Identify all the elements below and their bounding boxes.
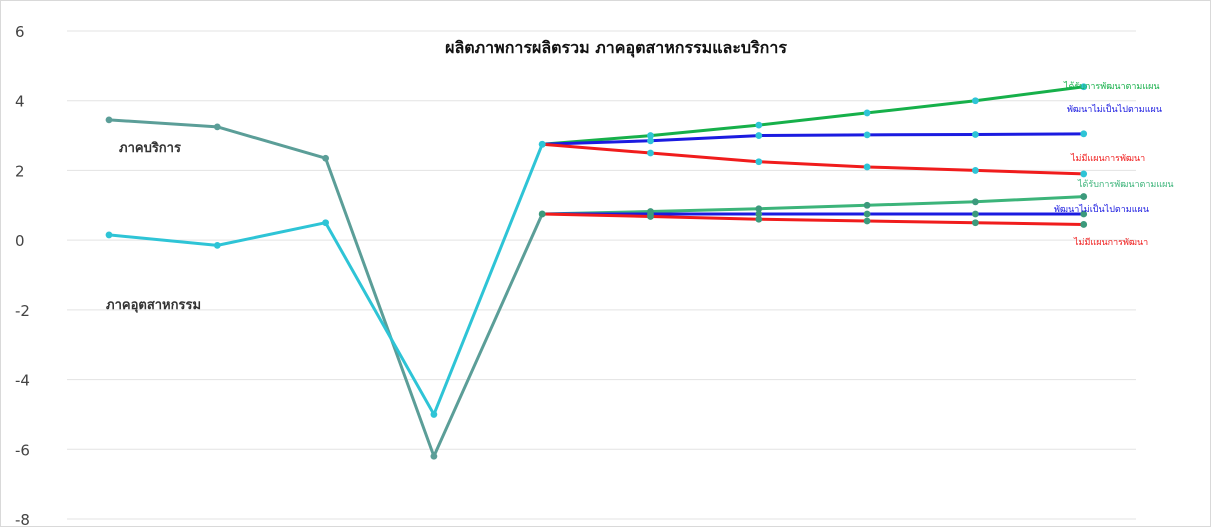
data-point-6-3 <box>863 210 871 218</box>
data-point-1-2 <box>322 219 329 227</box>
y-tick-label-6: -6 <box>15 441 30 459</box>
series-line-7 <box>542 212 1084 226</box>
data-point-3-5 <box>1080 130 1088 138</box>
series-end-labels: ได้รับการพัฒนาตามแผนพัฒนาไม่เป็นไปตามแผน… <box>1054 81 1174 248</box>
data-point-4-3 <box>863 163 871 171</box>
series-line-4 <box>542 142 1084 176</box>
series-markers <box>105 83 1088 460</box>
series-label-6: พัฒนาไม่เป็นไปตามแผน <box>1054 202 1149 215</box>
data-point-0-1 <box>213 123 221 131</box>
y-tick-label-1: 4 <box>15 93 25 111</box>
gridlines <box>67 30 1136 520</box>
y-tick-label-4: -2 <box>15 302 30 320</box>
data-point-4-4 <box>972 167 979 174</box>
series-label-3: พัฒนาไม่เป็นไปตามแผน <box>1067 102 1162 115</box>
data-point-3-3 <box>863 131 871 139</box>
y-tick-label-7: -8 <box>15 511 30 526</box>
series-line-3 <box>542 132 1084 146</box>
series-label-7: ไม่มีแผนการพัฒนา <box>1073 237 1148 248</box>
data-point-6-5 <box>1080 210 1088 218</box>
series-label-5: ได้รับการพัฒนาตามแผน <box>1077 179 1174 190</box>
data-point-7-3 <box>863 217 871 225</box>
data-point-industry-start <box>538 210 546 218</box>
data-point-2-1 <box>647 132 654 139</box>
series-line-2 <box>542 85 1084 146</box>
data-point-2-3 <box>863 109 871 117</box>
data-point-3-2 <box>755 132 763 139</box>
data-point-2-4 <box>972 97 979 105</box>
y-tick-label-0: 6 <box>15 23 25 41</box>
data-point-3-4 <box>972 131 979 138</box>
data-point-6-2 <box>755 210 763 218</box>
y-tick-label-5: -4 <box>15 372 30 390</box>
data-point-5-5 <box>1080 193 1088 200</box>
data-point-1-3 <box>430 411 438 418</box>
data-point-services-start <box>538 140 546 148</box>
annotation-industry: ภาคอุตสาหกรรม <box>106 298 201 313</box>
data-point-4-1 <box>647 149 654 157</box>
data-point-5-4 <box>972 198 979 206</box>
series-line-5 <box>542 195 1084 216</box>
series-label-2: ได้รับการพัฒนาตามแผน <box>1063 81 1160 92</box>
data-point-0-0 <box>105 116 113 124</box>
series-lines <box>108 85 1084 458</box>
data-point-1-0 <box>105 231 113 239</box>
annotation-services: ภาคบริการ <box>119 141 181 156</box>
series-label-4: ไม่มีแผนการพัฒนา <box>1070 153 1145 164</box>
y-tick-label-2: 2 <box>15 162 25 180</box>
data-point-4-5 <box>1080 170 1088 178</box>
data-point-7-1 <box>647 213 654 220</box>
chart-title: ผลิตภาพการผลิตรวม ภาคอุตสาหกรรมและบริการ <box>445 38 787 58</box>
data-point-5-3 <box>863 201 871 209</box>
data-point-2-5 <box>1080 83 1088 91</box>
data-point-0-2 <box>322 154 329 162</box>
data-point-7-2 <box>755 215 763 223</box>
data-point-7-4 <box>972 219 979 227</box>
data-point-4-2 <box>755 158 763 166</box>
y-tick-label-3: 0 <box>15 232 25 250</box>
data-point-1-1 <box>213 241 221 249</box>
data-point-2-2 <box>755 121 763 129</box>
data-point-5-2 <box>755 205 763 213</box>
y-axis-ticks: 6 4 2 0 -2 -4 -6 -8 <box>15 23 30 526</box>
data-point-6-4 <box>972 210 979 218</box>
data-point-7-5 <box>1080 221 1088 228</box>
series-line-1 <box>108 143 544 416</box>
data-point-3-1 <box>647 137 654 145</box>
data-point-0-3 <box>430 452 438 460</box>
